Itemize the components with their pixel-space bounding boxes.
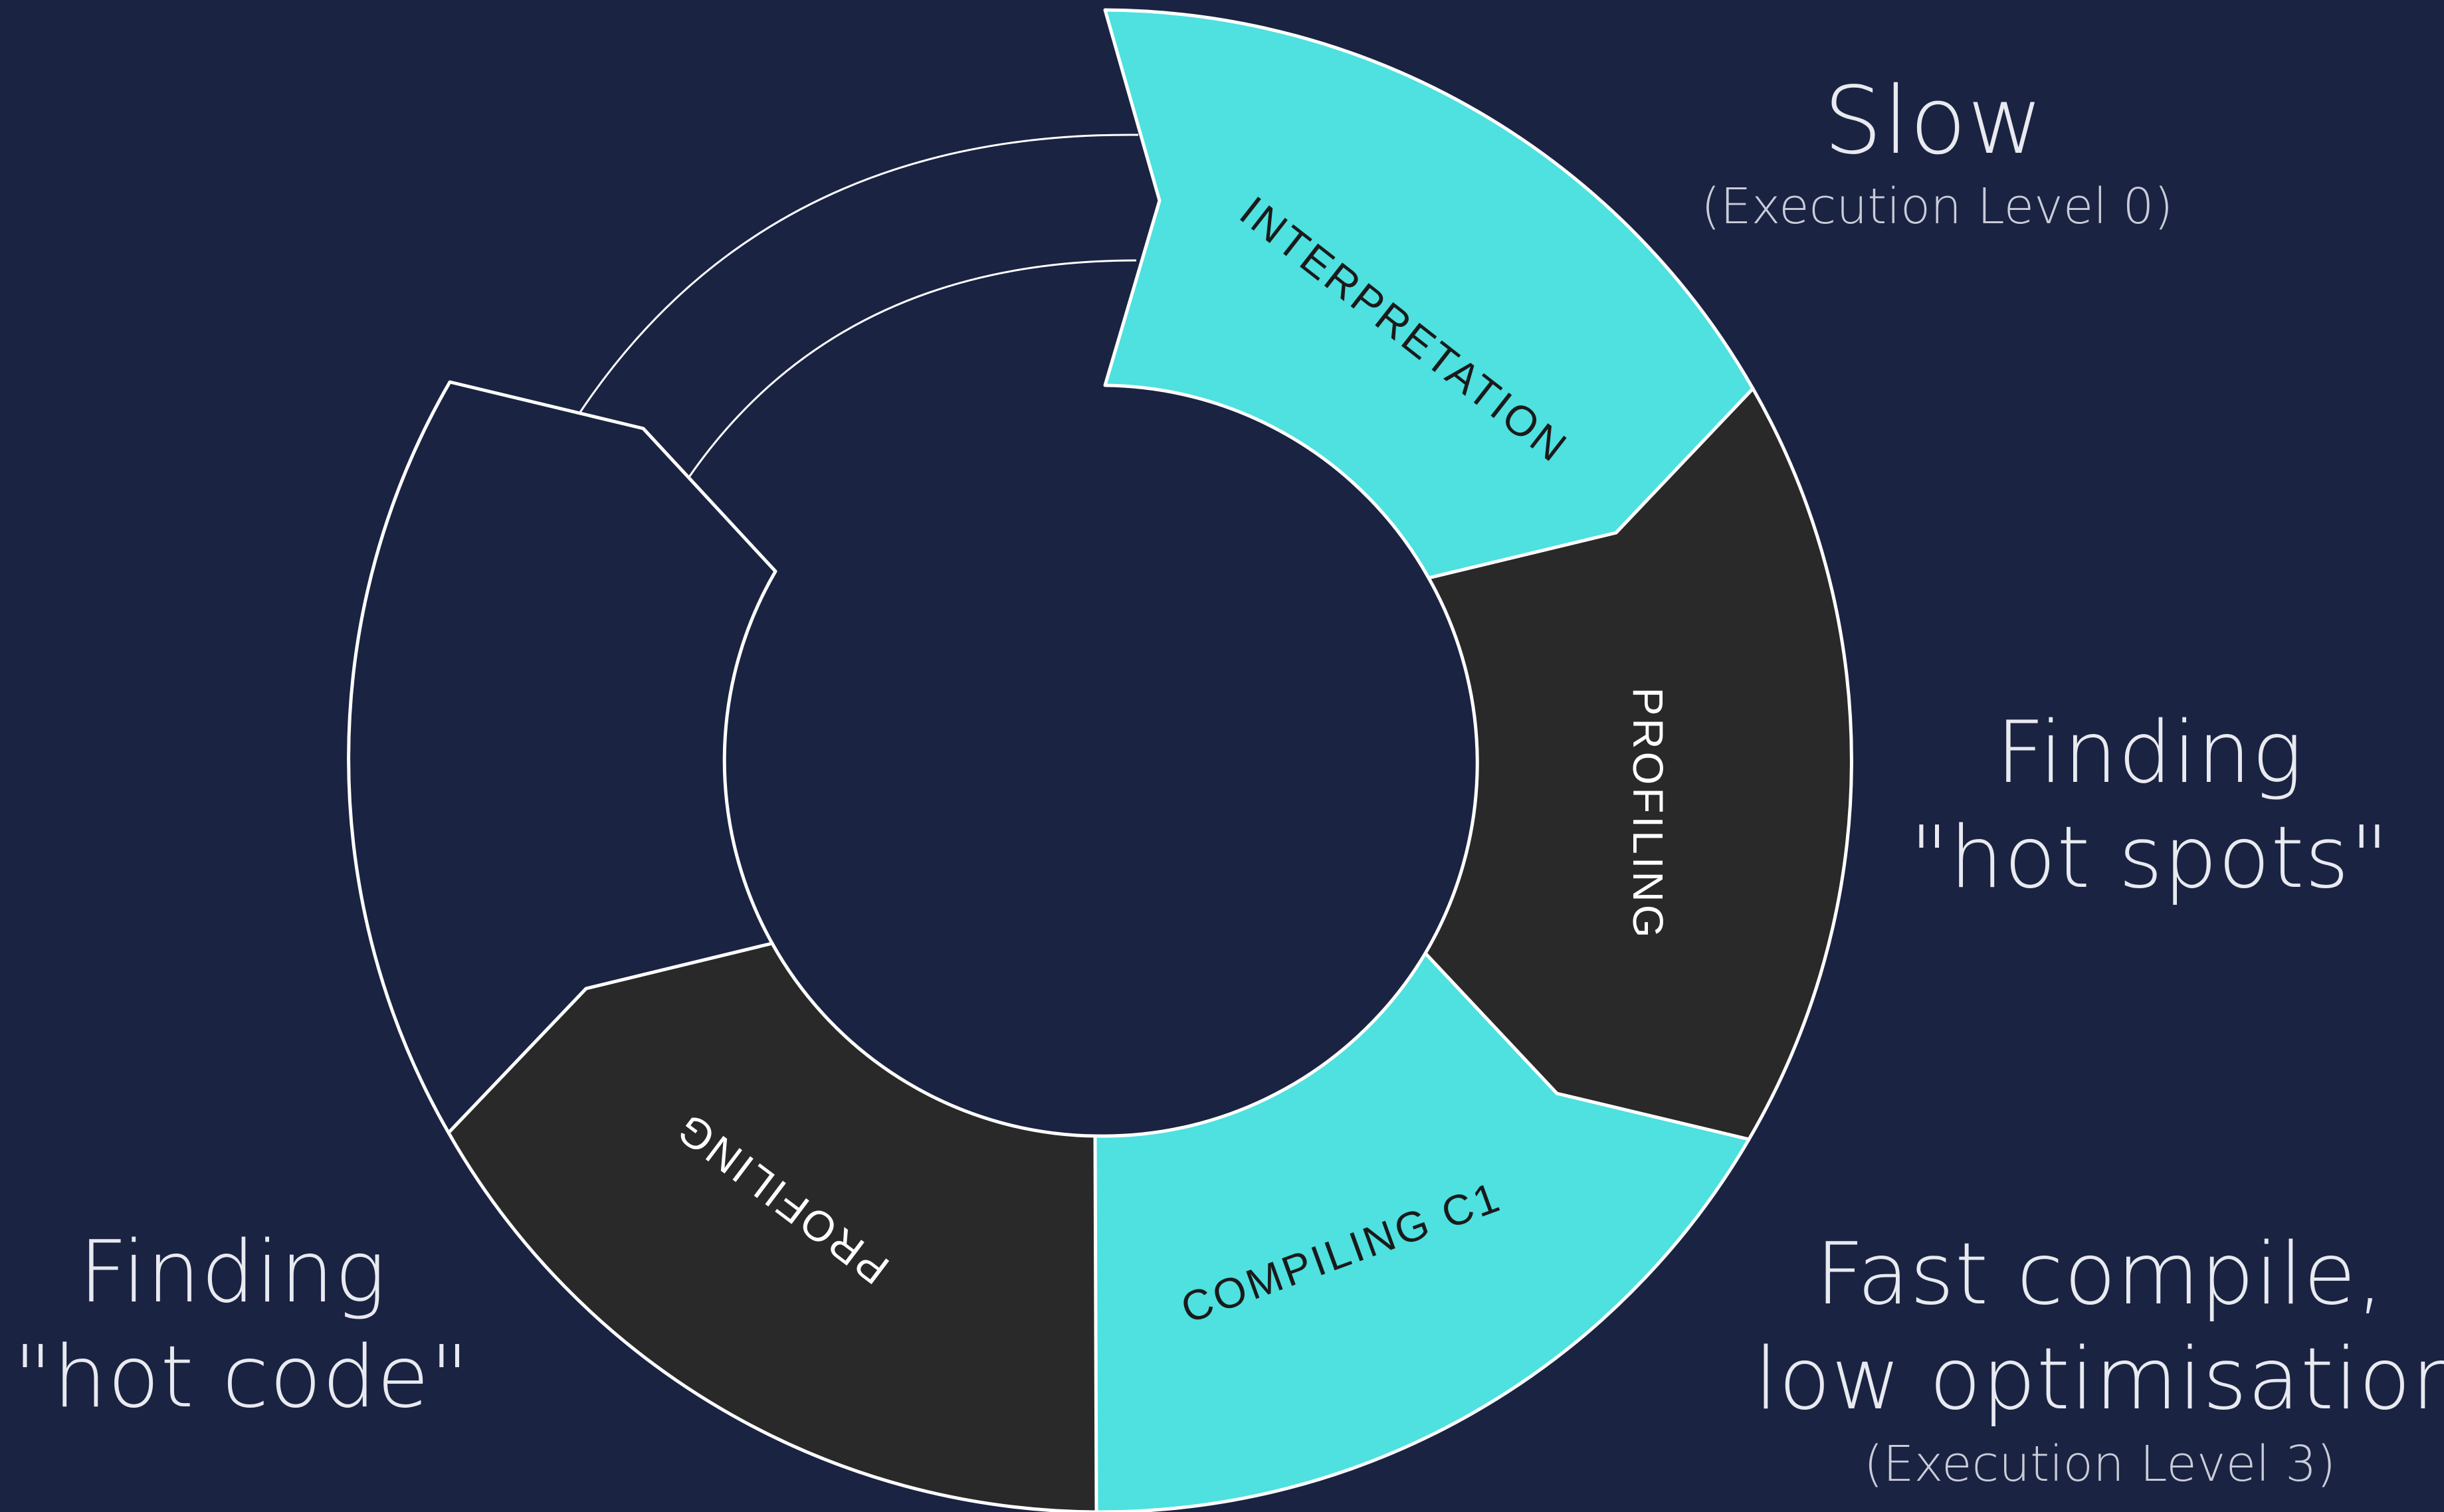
annotation-fast-compile: Fast compile, low optimisation (Executio… — [1754, 1222, 2444, 1496]
annotation-slow-subtitle: (Execution Level 0) — [1701, 178, 2174, 235]
annotation-hot-code-line2: "hot code" — [13, 1328, 470, 1427]
annotation-fast-compile-line2: low optimisation — [1754, 1330, 2444, 1429]
annotation-fast-compile-subtitle: (Execution Level 3) — [1863, 1436, 2336, 1493]
annotation-hot-spots-line1: Finding — [1995, 704, 2304, 803]
annotation-fast-compile-line1: Fast compile, — [1815, 1225, 2385, 1324]
connector-arc-outer — [578, 134, 1139, 414]
segment-label-profiling-right: PROFILING — [1624, 688, 1672, 941]
annotation-hot-code-line1: Finding — [78, 1223, 387, 1322]
connector-arc-inner — [688, 259, 1137, 478]
segment-interpretation — [1103, 8, 1755, 580]
segment-compiling-c1 — [1038, 951, 1751, 1512]
annotation-slow-title: Slow — [1823, 67, 2044, 175]
annotation-hot-spots-line2: "hot spots" — [1909, 808, 2390, 907]
segment-profiling-left — [447, 941, 1098, 1512]
annotation-hot-code: Finding "hot code" — [13, 1220, 470, 1430]
segment-empty — [347, 380, 777, 1135]
annotation-hot-spots: Finding "hot spots" — [1881, 701, 2419, 911]
annotation-slow: Slow (Execution Level 0) — [1701, 67, 2174, 238]
segment-profiling-right — [1423, 387, 1853, 1141]
